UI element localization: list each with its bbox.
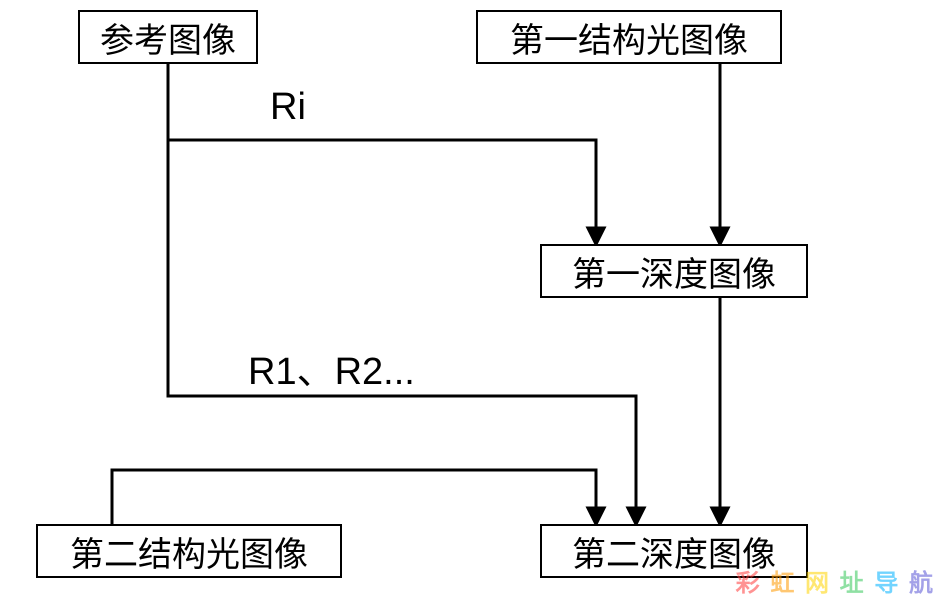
node-depth2-label: 第二深度图像 [572, 527, 776, 576]
edge-label-r12: R1、R2... [248, 340, 415, 395]
node-ref-image: 参考图像 [78, 10, 258, 64]
node-ref-image-label: 参考图像 [100, 13, 236, 62]
node-depth2: 第二深度图像 [540, 524, 808, 578]
node-struct1: 第一结构光图像 [476, 10, 782, 64]
node-struct2-label: 第二结构光图像 [70, 527, 308, 576]
node-depth1: 第一深度图像 [540, 244, 808, 298]
edge-ref-to-depth2 [168, 140, 636, 524]
edges-svg [0, 0, 945, 602]
node-struct2: 第二结构光图像 [36, 524, 342, 578]
edge-struct2-to-depth2 [112, 470, 596, 524]
node-struct1-label: 第一结构光图像 [510, 13, 748, 62]
node-depth1-label: 第一深度图像 [572, 247, 776, 296]
edge-label-ri-text: Ri [270, 86, 306, 128]
edge-label-r12-text: R1、R2... [248, 351, 415, 393]
edge-ref-to-depth1 [168, 64, 596, 244]
edge-label-ri: Ri [270, 86, 306, 129]
